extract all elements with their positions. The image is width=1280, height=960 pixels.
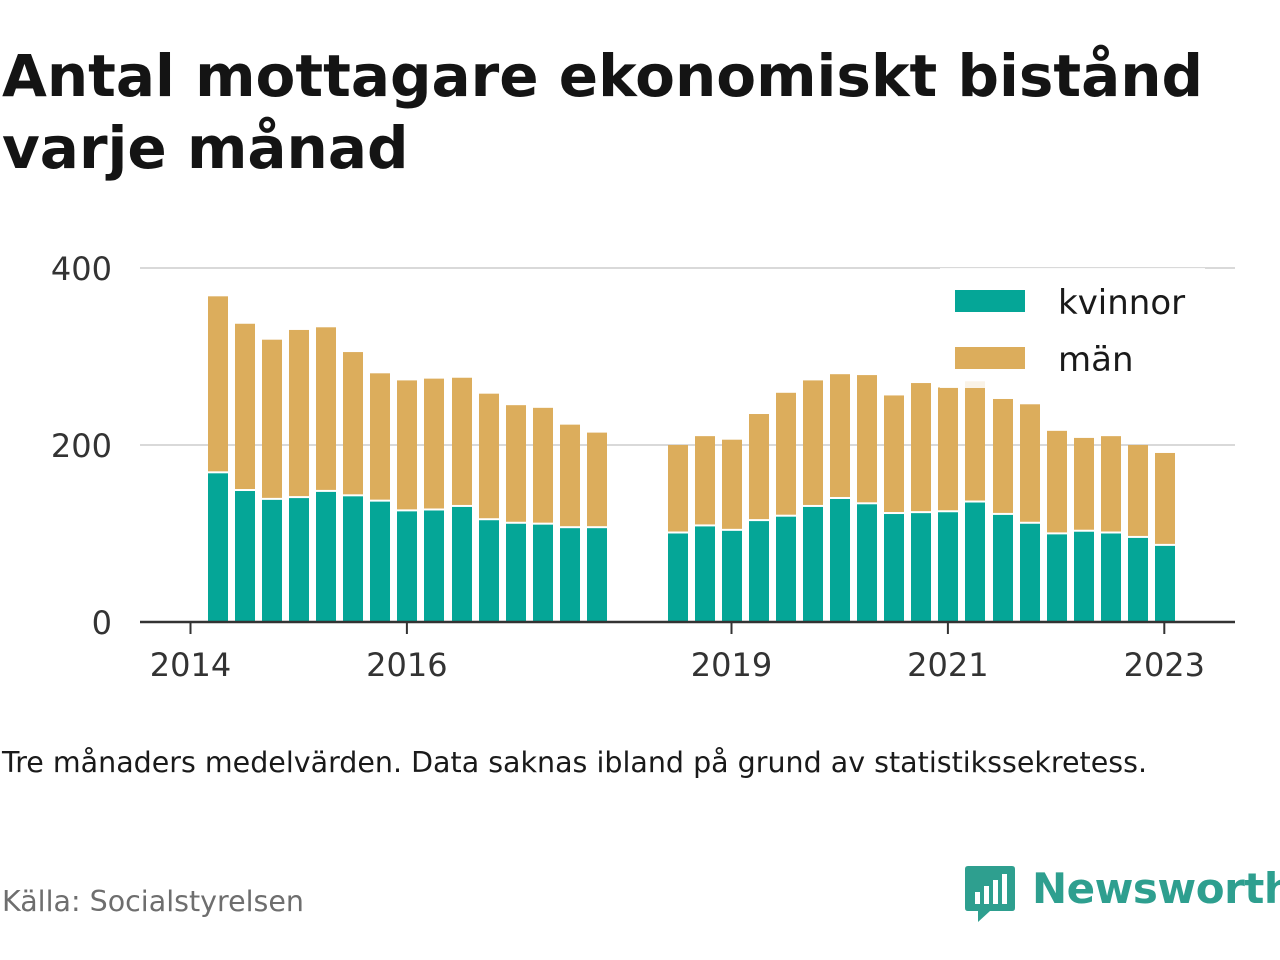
bar-man: [343, 352, 363, 495]
bar-man: [695, 436, 715, 525]
y-axis: 0 200 400: [51, 250, 112, 642]
legend-swatch: [955, 347, 1025, 369]
bar-kvinnor: [452, 506, 472, 622]
newsworthy-logo-icon: [965, 866, 1015, 922]
bar-man: [452, 377, 472, 505]
bar-man: [397, 380, 417, 510]
bar-man: [370, 373, 390, 500]
bar-man: [1074, 437, 1094, 530]
bar-man: [479, 393, 499, 519]
bar-man: [1047, 430, 1067, 533]
bar-kvinnor: [803, 506, 823, 622]
bar-kvinnor: [965, 502, 985, 622]
bar-kvinnor: [533, 524, 553, 622]
legend: kvinnor män: [940, 268, 1205, 388]
bar-kvinnor: [1020, 523, 1040, 622]
y-tick-label: 400: [51, 250, 112, 288]
bar-kvinnor: [1155, 545, 1175, 622]
legend-label: kvinnor: [1058, 283, 1185, 323]
bar-man: [749, 414, 769, 520]
y-tick-label: 0: [92, 604, 112, 642]
bar-man: [587, 432, 607, 527]
bar-kvinnor: [993, 514, 1013, 622]
chart-note: Tre månaders medelvärden. Data saknas ib…: [2, 746, 1148, 779]
bar-man: [506, 405, 526, 522]
bar-man: [830, 374, 850, 497]
bar-man: [857, 375, 877, 503]
legend-label: män: [1058, 340, 1134, 380]
bar-kvinnor: [506, 523, 526, 622]
bar-man: [884, 395, 904, 513]
bar-kvinnor: [830, 498, 850, 622]
bar-man: [722, 439, 742, 529]
bar-man: [262, 339, 282, 498]
x-tick-label: 2019: [691, 646, 772, 684]
bar-man: [993, 398, 1013, 513]
bar-kvinnor: [884, 514, 904, 622]
x-tick-label: 2023: [1124, 646, 1205, 684]
bar-man: [289, 329, 309, 497]
bar-kvinnor: [262, 499, 282, 622]
bar-man: [803, 380, 823, 505]
bar-kvinnor: [722, 530, 742, 622]
stacked-bar-chart: 0 200 400 2014 2016 2019 2021 2023 kvinnor män: [51, 250, 1235, 684]
bar-man: [208, 296, 228, 472]
bar-kvinnor: [560, 528, 580, 622]
bar-kvinnor: [316, 491, 336, 622]
bar-man: [1101, 436, 1121, 532]
legend-swatch: [955, 290, 1025, 312]
bar-kvinnor: [1128, 537, 1148, 622]
bar-kvinnor: [1047, 534, 1067, 622]
bar-kvinnor: [424, 510, 444, 622]
bar-kvinnor: [938, 512, 958, 622]
x-tick-label: 2021: [907, 646, 988, 684]
chart-title: Antal mottagare ekonomiskt bistånd varje…: [2, 42, 1204, 182]
bar-kvinnor: [289, 498, 309, 622]
bar-kvinnor: [208, 473, 228, 622]
bar-man: [1020, 404, 1040, 522]
bar-kvinnor: [857, 504, 877, 622]
bar-kvinnor: [695, 526, 715, 622]
bar-man: [938, 387, 958, 511]
bar-man: [235, 323, 255, 490]
bar-kvinnor: [749, 521, 769, 622]
bar-man: [776, 392, 796, 515]
bar-man: [668, 445, 688, 532]
bar-man: [965, 381, 985, 501]
bars: [208, 296, 1175, 622]
newsworthy-logo[interactable]: Newsworthy: [964, 862, 1280, 926]
bar-man: [424, 378, 444, 509]
bar-man: [560, 424, 580, 527]
x-tick-label: 2016: [366, 646, 447, 684]
bar-man: [911, 383, 931, 512]
bar-kvinnor: [776, 516, 796, 622]
x-tick-label: 2014: [150, 646, 231, 684]
bar-man: [1155, 452, 1175, 544]
bar-kvinnor: [397, 511, 417, 622]
bar-man: [316, 327, 336, 490]
bar-kvinnor: [668, 533, 688, 622]
bar-kvinnor: [1101, 533, 1121, 622]
source-label: Källa: Socialstyrelsen: [2, 885, 304, 918]
bar-kvinnor: [235, 491, 255, 622]
bar-kvinnor: [343, 496, 363, 622]
newsworthy-logo-text: Newsworthy: [1032, 864, 1280, 913]
bar-man: [1128, 445, 1148, 536]
bar-kvinnor: [587, 528, 607, 622]
bar-kvinnor: [911, 513, 931, 622]
bar-kvinnor: [479, 520, 499, 622]
x-axis: 2014 2016 2019 2021 2023: [140, 620, 1235, 684]
y-tick-label: 200: [51, 427, 112, 465]
bar-kvinnor: [1074, 531, 1094, 622]
bar-kvinnor: [370, 501, 390, 622]
bar-man: [533, 407, 553, 523]
